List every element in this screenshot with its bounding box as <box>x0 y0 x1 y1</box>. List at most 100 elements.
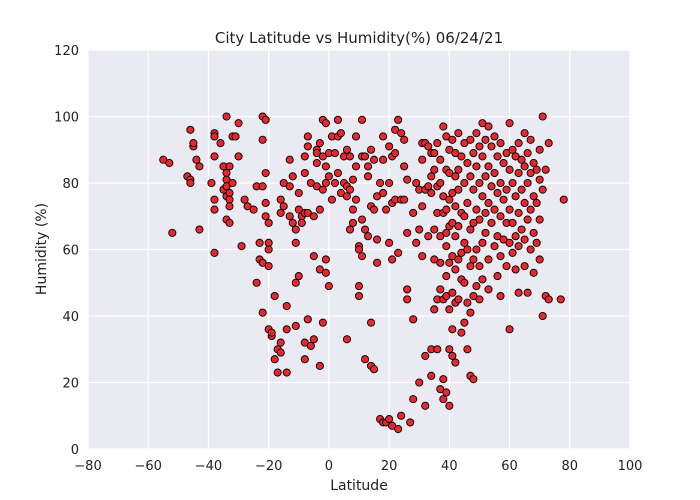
data-point <box>303 132 312 141</box>
data-point <box>448 252 457 261</box>
data-point <box>282 325 291 334</box>
data-point <box>421 351 430 360</box>
data-point <box>276 348 285 357</box>
data-point <box>415 225 424 234</box>
data-point <box>460 318 469 327</box>
data-point <box>285 182 294 191</box>
data-point <box>168 228 177 237</box>
data-point <box>538 112 547 121</box>
data-point <box>430 255 439 264</box>
data-point <box>300 355 309 364</box>
data-point <box>463 158 472 168</box>
data-point <box>330 178 339 188</box>
data-point <box>424 142 433 151</box>
data-point <box>439 395 448 404</box>
data-point <box>523 178 532 188</box>
data-point <box>526 205 535 214</box>
data-point <box>526 135 535 144</box>
data-point <box>354 245 364 254</box>
data-point <box>523 149 532 158</box>
data-point <box>466 262 475 271</box>
data-point <box>357 115 367 124</box>
data-point <box>478 119 487 128</box>
data-point <box>276 195 285 204</box>
data-point <box>436 178 445 188</box>
data-point <box>336 129 345 138</box>
data-point <box>318 318 327 327</box>
data-point <box>433 345 442 354</box>
data-point <box>559 195 568 204</box>
data-point <box>306 178 315 188</box>
data-point <box>556 295 565 304</box>
data-point <box>508 218 517 227</box>
data-point <box>297 218 306 227</box>
data-point <box>357 215 367 224</box>
data-point <box>460 238 469 247</box>
data-point <box>442 272 451 281</box>
data-point <box>514 288 523 297</box>
data-point <box>222 182 231 191</box>
data-point <box>285 212 294 221</box>
data-point <box>192 155 201 164</box>
data-point <box>505 238 514 247</box>
data-point <box>300 152 309 161</box>
data-point <box>267 328 276 337</box>
x-axis-title: Latitude <box>330 478 388 494</box>
data-point <box>442 291 451 301</box>
data-point <box>240 195 249 204</box>
data-point <box>291 238 300 247</box>
data-point <box>385 415 394 424</box>
data-point <box>454 165 463 174</box>
data-point <box>403 295 412 304</box>
data-point <box>454 129 463 138</box>
data-point <box>505 205 514 214</box>
data-point <box>511 232 520 241</box>
data-point <box>189 139 198 148</box>
data-point <box>379 132 388 141</box>
data-point <box>210 132 219 141</box>
data-point <box>363 162 373 171</box>
data-point <box>379 155 388 164</box>
data-point <box>466 308 475 317</box>
data-point <box>291 278 300 287</box>
data-point <box>276 338 285 347</box>
data-point <box>351 162 361 171</box>
data-point <box>493 188 502 198</box>
x-tick-label: 40 <box>441 459 458 474</box>
data-point <box>502 262 511 271</box>
data-point <box>207 178 216 188</box>
data-point <box>451 232 460 241</box>
data-point <box>544 139 553 148</box>
data-point <box>502 149 511 158</box>
data-point <box>327 195 336 204</box>
data-point <box>225 188 234 198</box>
data-point <box>294 272 303 281</box>
data-point <box>291 225 300 234</box>
data-point <box>333 115 342 124</box>
data-point <box>273 368 282 377</box>
data-point <box>210 205 219 214</box>
data-point <box>475 262 484 271</box>
data-point <box>475 295 484 304</box>
data-point <box>472 162 481 171</box>
data-point <box>424 182 433 191</box>
data-point <box>318 185 327 194</box>
data-point <box>303 208 312 217</box>
data-point <box>529 268 538 277</box>
data-point <box>258 182 267 191</box>
data-point <box>394 248 403 257</box>
data-point <box>457 248 466 257</box>
data-point <box>427 188 436 198</box>
data-point <box>514 168 523 178</box>
data-point <box>442 388 451 397</box>
data-point <box>538 185 547 194</box>
data-point <box>228 178 237 188</box>
data-point <box>237 242 246 251</box>
data-point <box>475 142 484 151</box>
data-point <box>318 152 327 161</box>
data-point <box>345 185 355 194</box>
data-point <box>385 238 394 247</box>
data-point <box>514 139 523 148</box>
data-point <box>478 238 487 247</box>
data-point <box>306 341 315 350</box>
